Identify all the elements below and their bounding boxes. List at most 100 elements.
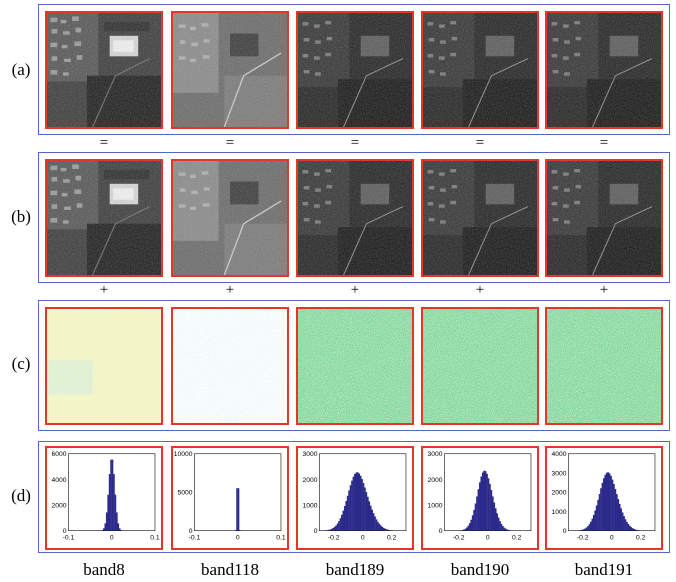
image-a-band8 <box>45 11 163 129</box>
histogram-bar <box>637 530 640 531</box>
histogram-y-tick-label: 2000 <box>52 502 67 509</box>
histogram-plot-area <box>319 453 407 531</box>
histogram-bar <box>388 530 391 531</box>
image-b-band191 <box>545 159 663 277</box>
histogram-x-tick-label: 0.2 <box>636 534 646 541</box>
histogram-bar <box>597 499 599 531</box>
histogram-bar <box>377 521 379 531</box>
band-label-band118: band118 <box>201 560 259 579</box>
histogram-x-tick-label: -0.2 <box>577 534 589 541</box>
equals-sign: = <box>225 135 235 151</box>
histogram-bar <box>339 518 342 531</box>
histogram-bar <box>499 521 501 531</box>
histogram-bar <box>380 525 382 531</box>
histogram-bar <box>605 472 608 531</box>
equals-sign: = <box>599 135 609 151</box>
histogram-bar <box>385 529 388 531</box>
equals-sign: = <box>99 135 109 151</box>
noise-map-band190 <box>421 307 539 425</box>
histogram-bar <box>489 483 491 531</box>
histogram-bar <box>367 496 369 531</box>
histogram-bar <box>507 529 510 531</box>
histogram-bar <box>348 490 350 531</box>
histogram-bar <box>474 503 477 531</box>
histogram-y-tick-label: 0 <box>189 528 193 535</box>
histogram-y-tick-label: 0 <box>63 528 67 535</box>
histogram-bar <box>239 530 241 531</box>
histogram-y-tick-label: 3000 <box>428 451 443 458</box>
histogram-y-tick-label: 0 <box>439 528 443 535</box>
histogram-x-tick-label: 0 <box>110 534 114 541</box>
histogram-bar <box>579 530 582 531</box>
band-label-band8: band8 <box>83 560 125 579</box>
histogram-band190: 3000 2000 1000 0 -0.2 0 0.2 <box>421 446 539 550</box>
histogram-bar <box>116 512 118 531</box>
histogram-x-tick-label: -0.2 <box>453 534 465 541</box>
histogram-bar <box>582 529 585 531</box>
histogram-bar <box>624 519 627 531</box>
image-b-band8 <box>45 159 163 277</box>
image-a-band190 <box>421 11 539 129</box>
histogram-bar <box>629 525 631 531</box>
histogram-bar <box>505 528 507 531</box>
histogram-bar <box>365 492 368 531</box>
histogram-bar <box>332 528 335 531</box>
histogram-bar <box>111 459 114 531</box>
histogram-bar <box>358 473 360 531</box>
histogram-bar <box>237 488 240 531</box>
histogram-bar <box>356 472 359 531</box>
row-d-panel <box>38 441 670 553</box>
histogram-bar <box>118 528 121 531</box>
histogram-bar <box>120 530 122 531</box>
histogram-bar <box>493 502 496 531</box>
histogram-x-tick-label: -0.1 <box>189 534 201 541</box>
histogram-plot-area <box>68 453 156 531</box>
histogram-bar <box>114 494 117 531</box>
histogram-bar <box>631 528 634 531</box>
histogram-bar <box>461 530 464 531</box>
histogram-bar <box>333 526 336 531</box>
histogram-bar <box>636 529 638 531</box>
histogram-bar <box>490 490 493 531</box>
histogram-y-tick-label: 1000 <box>552 509 567 516</box>
histogram-bar <box>471 515 474 531</box>
histogram-bar <box>598 494 601 531</box>
histogram-bar <box>362 483 365 531</box>
histogram-bar <box>608 473 611 531</box>
histogram-bar <box>503 527 506 531</box>
histogram-bar <box>623 516 625 531</box>
noise-map-band191 <box>545 307 663 425</box>
histogram-bar <box>592 514 595 531</box>
histogram-bar <box>387 529 389 531</box>
histogram-bar <box>375 519 378 531</box>
histogram-bar <box>477 489 480 531</box>
histogram-bar <box>371 509 373 531</box>
histogram-bar <box>496 513 498 531</box>
histogram-bar <box>346 495 349 531</box>
histogram-band118: 10000 5000 0 -0.1 0 0.1 <box>171 446 289 550</box>
band-label-band189: band189 <box>325 560 385 579</box>
histogram-bar <box>103 528 105 531</box>
histogram-bar <box>494 508 497 531</box>
row-b-panel <box>38 152 670 283</box>
histogram-bar <box>349 485 352 531</box>
histogram-bar <box>341 514 343 531</box>
noise-map-band189 <box>296 307 414 425</box>
histogram-bar <box>328 529 330 531</box>
image-a-band189 <box>296 11 414 129</box>
histogram-y-tick-label: 2000 <box>428 477 443 484</box>
histogram-x-tick-label: 0.2 <box>512 534 522 541</box>
histogram-bar <box>626 521 628 531</box>
noise-map-band118 <box>171 307 289 425</box>
histogram-bar <box>600 488 602 531</box>
histogram-bar <box>590 521 592 531</box>
histogram-bar <box>467 525 470 531</box>
histogram-bar <box>479 482 481 531</box>
histogram-plot-area <box>194 453 282 531</box>
histogram-bar <box>101 530 104 531</box>
histogram-bar <box>345 501 348 531</box>
histogram-bar <box>374 516 376 531</box>
histogram-y-tick-label: 0 <box>563 528 567 535</box>
histogram-bar <box>616 494 618 531</box>
histogram-bar <box>352 476 355 531</box>
